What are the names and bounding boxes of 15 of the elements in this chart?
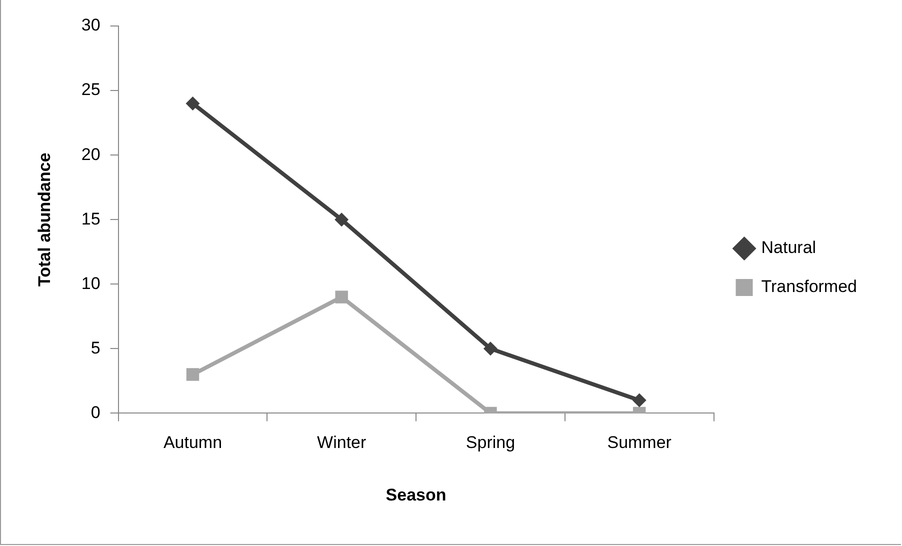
x-axis-title: Season bbox=[386, 485, 446, 504]
x-tick-label: Spring bbox=[466, 433, 516, 452]
x-tick-label: Autumn bbox=[163, 433, 222, 452]
y-tick-label: 5 bbox=[90, 338, 100, 358]
y-tick-label: 15 bbox=[81, 209, 100, 228]
y-tick-label: 25 bbox=[81, 80, 100, 100]
x-tick-label: Summer bbox=[607, 433, 672, 452]
y-tick-label: 10 bbox=[81, 274, 100, 293]
x-tick-label: Winter bbox=[317, 433, 366, 452]
y-tick-label: 20 bbox=[81, 144, 100, 164]
y-tick-label: 0 bbox=[90, 402, 100, 422]
legend-label: Natural bbox=[761, 238, 816, 258]
y-axis-title: Total abundance bbox=[34, 152, 54, 287]
y-tick-label: 30 bbox=[81, 16, 100, 35]
legend-label: Transformed bbox=[761, 277, 857, 296]
